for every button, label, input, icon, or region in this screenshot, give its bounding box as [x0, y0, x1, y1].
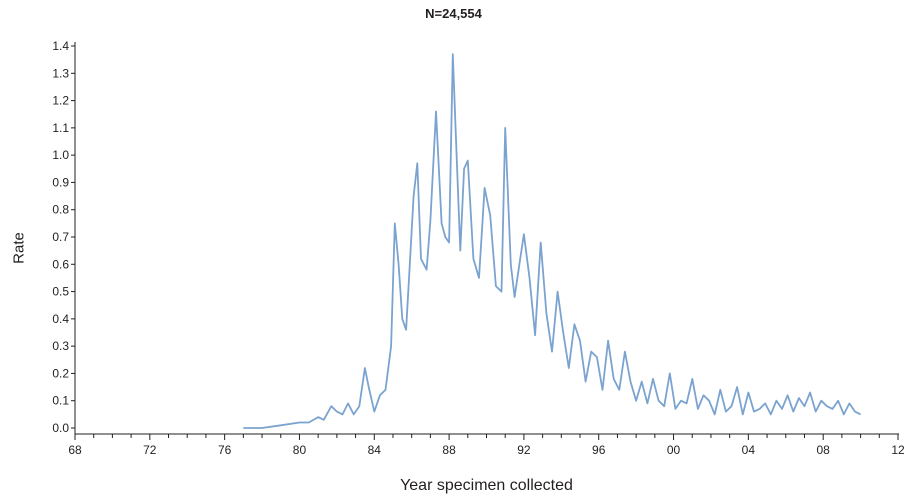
y-tick-label: 0.2 — [52, 366, 69, 380]
x-tick-label: 12 — [891, 443, 905, 457]
y-tick-label: 0.9 — [52, 175, 69, 189]
chart-title: N=24,554 — [425, 6, 482, 21]
y-tick-label: 1.3 — [52, 66, 69, 80]
x-tick-label: 80 — [293, 443, 307, 457]
y-tick-label: 0.7 — [52, 230, 69, 244]
x-tick-label: 96 — [592, 443, 606, 457]
x-tick-label: 08 — [817, 443, 831, 457]
y-tick-label: 1.1 — [52, 121, 69, 135]
y-tick-label: 0.0 — [52, 421, 69, 435]
y-axis: 0.0 0.1 0.2 0.3 0.4 0.5 0.6 0.7 0.8 0.9 1.0 1.1 1.2 1… — [52, 39, 76, 435]
y-tick-label: 0.1 — [52, 394, 69, 408]
x-tick-label: 76 — [218, 443, 232, 457]
x-tick-label: 84 — [368, 443, 382, 457]
x-tick-label: 72 — [143, 443, 157, 457]
y-tick-label: 0.3 — [52, 339, 69, 353]
y-tick-label: 0.8 — [52, 203, 69, 217]
x-axis-label: Year specimen collected — [400, 477, 573, 494]
x-axis: 68 72 76 80 84 88 92 96 00 04 08 12 — [68, 433, 905, 457]
series-group — [243, 53, 862, 429]
y-tick-label: 0.5 — [52, 285, 69, 299]
y-tick-label: 1.0 — [52, 148, 69, 162]
rate-series-line — [243, 53, 862, 429]
x-tick-label: 68 — [68, 443, 82, 457]
y-tick-label: 1.4 — [52, 39, 69, 53]
x-tick-label: 00 — [667, 443, 681, 457]
x-tick-label: 92 — [517, 443, 531, 457]
x-tick-label: 88 — [442, 443, 456, 457]
y-tick-label: 1.2 — [52, 94, 69, 108]
y-tick-label: 0.6 — [52, 257, 69, 271]
y-tick-label: 0.4 — [52, 312, 69, 326]
x-tick-label: 04 — [742, 443, 756, 457]
